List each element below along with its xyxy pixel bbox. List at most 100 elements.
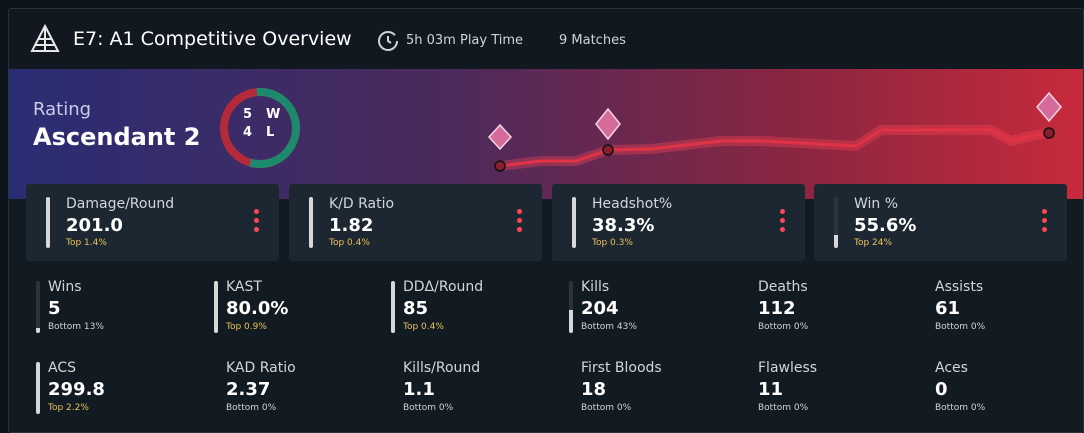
stat-rank: Bottom 0% xyxy=(758,403,809,413)
stat-rank: Bottom 0% xyxy=(581,403,632,413)
stat-name: First Bloods xyxy=(581,360,662,376)
percentile-fill xyxy=(46,197,50,248)
title: E7: A1 Competitive Overview xyxy=(73,28,352,50)
stat-value: 2.37 xyxy=(226,379,271,400)
win-letter: W xyxy=(266,107,281,122)
percentile-bar xyxy=(36,362,40,414)
stat-value: 38.3% xyxy=(592,215,655,236)
dot xyxy=(780,209,785,214)
stat-value: 18 xyxy=(581,379,607,400)
playtime: 5h 03m Play Time xyxy=(406,33,524,48)
stat-name: Damage/Round xyxy=(66,196,175,212)
stat-rank: Bottom 0% xyxy=(935,322,986,332)
menu-dots[interactable] xyxy=(1042,209,1047,236)
loss-letter: L xyxy=(266,125,275,140)
stat-rank: Top 0.4% xyxy=(329,238,370,248)
overview-panel: E7: A1 Competitive Overview 5h 03m Play … xyxy=(8,8,1084,433)
wins: 5 xyxy=(243,107,253,122)
win-loss-donut xyxy=(220,88,300,168)
stat-value: 80.0% xyxy=(226,298,289,319)
percentile-fill xyxy=(834,235,838,248)
dot xyxy=(1042,227,1047,232)
stat-card: K/D Ratio 1.82 Top 0.4% xyxy=(289,184,542,261)
stat-value: 299.8 xyxy=(48,379,105,400)
percentile-bar xyxy=(391,281,395,333)
stat-rank: Bottom 43% xyxy=(581,322,637,332)
stat-name: Kills xyxy=(581,279,610,295)
menu-dots[interactable] xyxy=(780,209,785,236)
stat-name: K/D Ratio xyxy=(329,196,395,212)
menu-dots[interactable] xyxy=(517,209,522,236)
percentile-bar xyxy=(572,197,576,248)
percentile-bar xyxy=(46,197,50,248)
stat-value: 204 xyxy=(581,298,619,319)
percentile-fill xyxy=(569,309,573,333)
header: E7: A1 Competitive Overview 5h 03m Play … xyxy=(9,9,1083,69)
dot xyxy=(780,218,785,223)
matches: 9 Matches xyxy=(559,33,626,48)
percentile-fill xyxy=(572,197,576,248)
percentile-bar xyxy=(309,197,313,248)
percentile-fill xyxy=(36,327,40,333)
dot xyxy=(254,209,259,214)
stat-card: Headshot% 38.3% Top 0.3% xyxy=(552,184,805,261)
stat-name: ACS xyxy=(48,360,76,376)
stat-name: Headshot% xyxy=(592,196,673,212)
stat-name: Assists xyxy=(935,279,984,295)
stat-rank: Top 0.9% xyxy=(226,322,267,332)
act-icon xyxy=(30,23,60,52)
percentile-bar xyxy=(834,197,838,248)
stat-rank: Top 2.2% xyxy=(48,403,89,413)
stat-value: 201.0 xyxy=(66,215,123,236)
stat-rank: Top 0.4% xyxy=(403,322,444,332)
rating-graph xyxy=(487,91,1062,172)
menu-dots[interactable] xyxy=(254,209,259,236)
stat-rank: Bottom 0% xyxy=(935,403,986,413)
stat-rank: Top 24% xyxy=(854,238,893,248)
stat-rank: Bottom 0% xyxy=(226,403,277,413)
stat-rank: Top 0.3% xyxy=(592,238,633,248)
stat-rank: Bottom 0% xyxy=(403,403,454,413)
stat-value: 5 xyxy=(48,298,61,319)
stat-name: Deaths xyxy=(758,279,808,295)
dot xyxy=(517,227,522,232)
stat-rank: Bottom 13% xyxy=(48,322,104,332)
dot xyxy=(1042,209,1047,214)
stat-card: Win % 55.6% Top 24% xyxy=(814,184,1067,261)
stat-name: KAST xyxy=(226,279,262,295)
percentile-fill xyxy=(309,197,313,248)
percentile-bar xyxy=(36,281,40,333)
percentile-fill xyxy=(214,281,218,333)
stat-name: DDΔ/Round xyxy=(403,279,484,295)
stat-card: Damage/Round 201.0 Top 1.4% xyxy=(26,184,279,261)
stat-value: 85 xyxy=(403,298,429,319)
stat-name: KAD Ratio xyxy=(226,360,296,376)
dot xyxy=(780,227,785,232)
rating-banner: Rating Ascendant 2 5 4 W L xyxy=(9,69,1083,199)
clock-icon xyxy=(378,31,398,51)
stat-name: Flawless xyxy=(758,360,818,376)
percentile-fill xyxy=(391,281,395,333)
stat-value: 1.1 xyxy=(403,379,435,400)
percentile-bar xyxy=(214,281,218,333)
dot xyxy=(254,218,259,223)
stat-value: 1.82 xyxy=(329,215,374,236)
stat-rank: Top 1.4% xyxy=(66,238,107,248)
dot xyxy=(517,218,522,223)
stat-value: 0 xyxy=(935,379,948,400)
stat-name: Kills/Round xyxy=(403,360,481,376)
stat-name: Win % xyxy=(854,196,899,212)
percentile-bar xyxy=(569,281,573,333)
stat-name: Wins xyxy=(48,279,82,295)
stat-value: 112 xyxy=(758,298,796,319)
percentile-fill xyxy=(36,362,40,414)
rating-rank: Ascendant 2 xyxy=(33,123,201,151)
dot xyxy=(254,227,259,232)
stat-rank: Bottom 0% xyxy=(758,322,809,332)
stat-value: 61 xyxy=(935,298,961,319)
rating-label: Rating xyxy=(33,99,92,120)
stat-value: 55.6% xyxy=(854,215,917,236)
losses: 4 xyxy=(243,125,253,140)
dot xyxy=(517,209,522,214)
